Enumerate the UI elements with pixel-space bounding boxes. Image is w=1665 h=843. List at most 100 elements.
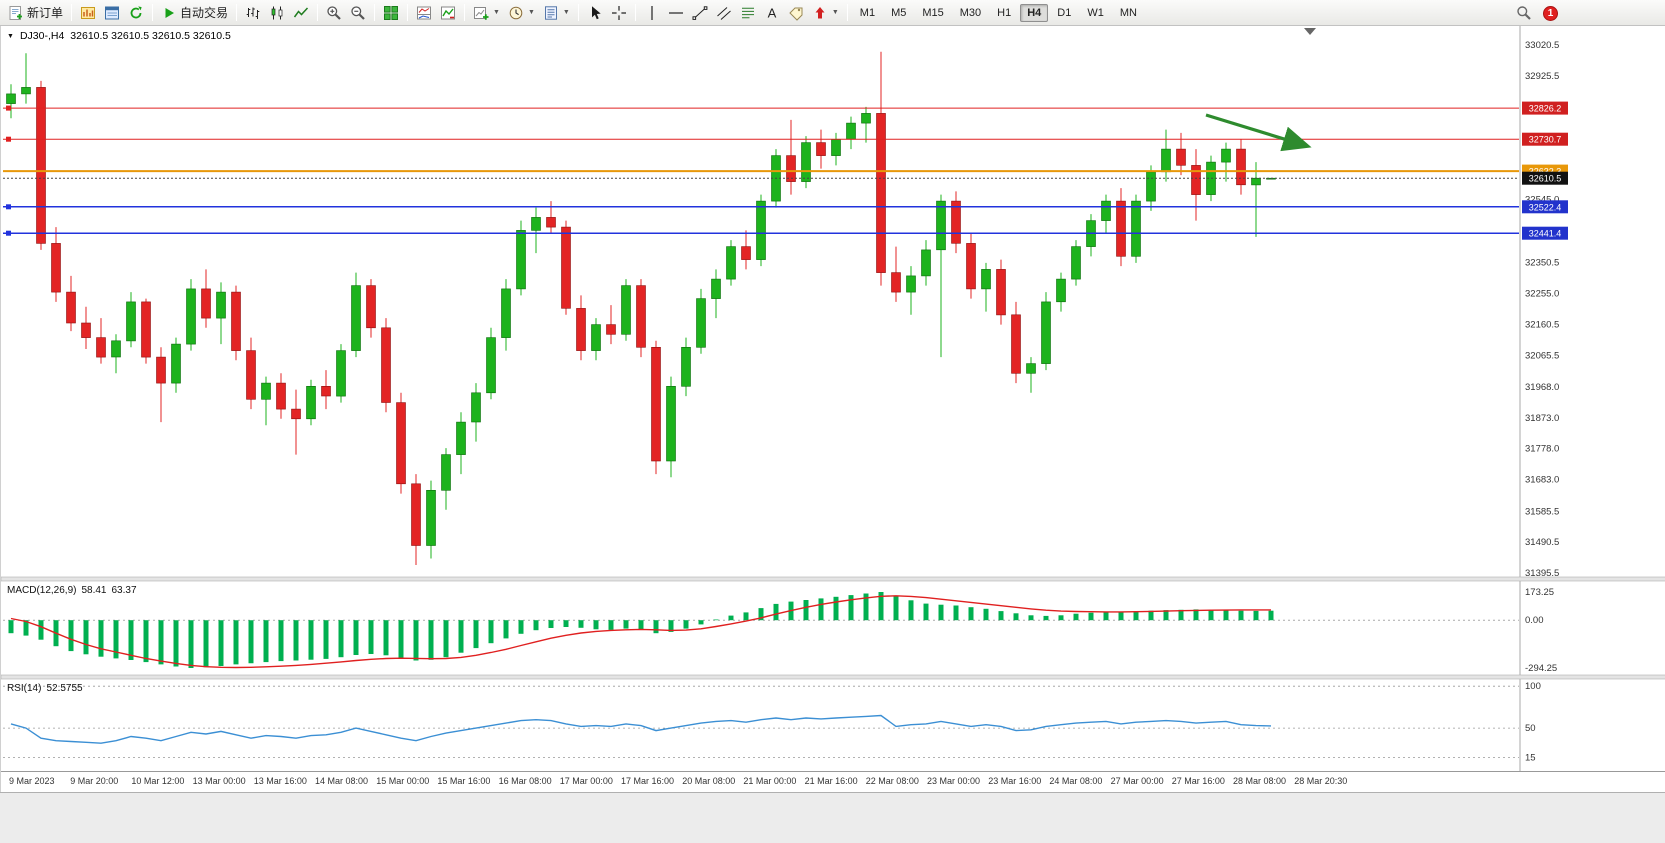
- label-button[interactable]: [784, 2, 808, 24]
- toolbar-separator: [236, 4, 238, 21]
- text-button[interactable]: A: [760, 2, 784, 24]
- svg-text:31873.0: 31873.0: [1525, 413, 1559, 424]
- candle: [621, 279, 631, 341]
- rsi-panel: 100 50 15: [3, 681, 1541, 763]
- candle: [906, 266, 916, 315]
- new-chart-button[interactable]: ▼: [469, 2, 504, 24]
- notification-badge[interactable]: 1: [1543, 5, 1558, 21]
- timeframe-H4[interactable]: H4: [1020, 3, 1049, 22]
- timeframe-D1[interactable]: D1: [1057, 6, 1072, 19]
- template-button[interactable]: ▼: [539, 2, 574, 24]
- price-badge: 32730.7: [1522, 132, 1568, 146]
- timeframe-M15[interactable]: M15: [922, 6, 944, 19]
- zoom-in-button[interactable]: [322, 2, 346, 24]
- zoom-out-button[interactable]: [346, 2, 370, 24]
- candle: [426, 480, 436, 559]
- candle: [471, 383, 481, 442]
- toolbar-separator: [71, 4, 73, 21]
- line-handle[interactable]: [6, 105, 11, 111]
- candlestick-chart-button[interactable]: [265, 2, 289, 24]
- line-chart-button[interactable]: [289, 2, 313, 24]
- collapse-triangle-icon[interactable]: ▼: [7, 33, 14, 40]
- timeframe-H1[interactable]: H1: [997, 6, 1012, 19]
- svg-text:24 Mar 08:00: 24 Mar 08:00: [1049, 776, 1102, 786]
- timeframe-M30[interactable]: M30: [959, 6, 982, 19]
- svg-text:31585.5: 31585.5: [1525, 506, 1559, 517]
- market-watch-button[interactable]: [100, 2, 124, 24]
- macd-panel: 173.25 0.00 -294.25: [3, 587, 1557, 674]
- auto-trading-button[interactable]: 自动交易: [157, 1, 232, 24]
- candle: [141, 298, 151, 364]
- candle: [291, 389, 301, 455]
- line-handle[interactable]: [6, 136, 11, 142]
- candle: [456, 412, 466, 475]
- candle: [921, 240, 931, 286]
- fibonacci-button[interactable]: [736, 2, 760, 24]
- candle: [786, 119, 796, 195]
- charts-button[interactable]: [76, 2, 100, 24]
- macd-signal-line: [10, 595, 1271, 669]
- indicators-button[interactable]: [412, 2, 436, 24]
- svg-text:10 Mar 12:00: 10 Mar 12:00: [131, 776, 184, 786]
- price-chart[interactable]: 33020.5 32925.5 32545.0 32350.5 32255.0 32160…: [1, 26, 1665, 792]
- timeframe-MN[interactable]: MN: [1119, 6, 1137, 19]
- trend-arrow-annotation[interactable]: [1205, 113, 1312, 152]
- candle: [681, 337, 691, 397]
- trendline-button[interactable]: [688, 2, 712, 24]
- candle: [51, 227, 61, 302]
- svg-text:27 Mar 00:00: 27 Mar 00:00: [1111, 776, 1164, 786]
- candle: [936, 194, 946, 358]
- period-button[interactable]: ▼: [504, 2, 539, 24]
- new-order-button[interactable]: 新订单: [4, 1, 67, 24]
- arrows-button[interactable]: ▼: [808, 2, 843, 24]
- panel-separator[interactable]: [1, 674, 1665, 680]
- candle: [531, 207, 541, 254]
- horizontal-line-button[interactable]: [664, 2, 688, 24]
- candle: [846, 116, 856, 150]
- candle: [876, 51, 886, 286]
- candle: [381, 318, 391, 413]
- crosshair-button[interactable]: [607, 2, 631, 24]
- toolbar-right: 1: [1512, 0, 1558, 26]
- svg-text:14 Mar 08:00: 14 Mar 08:00: [315, 776, 368, 786]
- candle: [6, 84, 16, 119]
- price-badge: 32441.4: [1522, 226, 1568, 240]
- candle: [411, 474, 421, 565]
- candle: [981, 262, 991, 312]
- toolbar-groups: 新订单 自动交易 ▼ ▼ ▼ A ▼: [4, 1, 843, 24]
- svg-text:32350.5: 32350.5: [1525, 258, 1559, 269]
- svg-text:32545.0: 32545.0: [1525, 195, 1559, 206]
- svg-text:9 Mar 20:00: 9 Mar 20:00: [70, 776, 118, 786]
- svg-text:27 Mar 16:00: 27 Mar 16:00: [1172, 776, 1225, 786]
- bar-chart-button[interactable]: [241, 2, 265, 24]
- panel-separator[interactable]: [1, 576, 1665, 582]
- candle: [651, 340, 661, 475]
- candle: [276, 373, 286, 419]
- line-handle[interactable]: [6, 230, 11, 236]
- timeframe-M1[interactable]: M1: [859, 6, 876, 19]
- svg-text:13 Mar 16:00: 13 Mar 16:00: [254, 776, 307, 786]
- refresh-button[interactable]: [124, 2, 148, 24]
- svg-text:32441.4: 32441.4: [1529, 229, 1562, 239]
- candle: [171, 337, 181, 393]
- svg-text:33020.5: 33020.5: [1525, 40, 1559, 51]
- channel-button[interactable]: [712, 2, 736, 24]
- price-badge: 32826.2: [1522, 101, 1568, 115]
- svg-text:32826.2: 32826.2: [1529, 104, 1562, 114]
- candle: [696, 288, 706, 354]
- line-handle[interactable]: [6, 204, 11, 210]
- candle: [1086, 214, 1096, 257]
- svg-text:A: A: [768, 5, 777, 20]
- timeframe-M5[interactable]: M5: [891, 6, 907, 19]
- search-icon[interactable]: [1512, 2, 1536, 24]
- candle: [1041, 292, 1051, 371]
- indicator-window-button[interactable]: [436, 2, 460, 24]
- candle: [81, 306, 91, 349]
- vertical-line-button[interactable]: [640, 2, 664, 24]
- tile-windows-button[interactable]: [379, 2, 403, 24]
- svg-text:16 Mar 08:00: 16 Mar 08:00: [499, 776, 552, 786]
- chart-shift-marker[interactable]: [1304, 28, 1316, 35]
- timeframe-W1[interactable]: W1: [1087, 6, 1104, 19]
- cursor-button[interactable]: [583, 2, 607, 24]
- chevron-down-icon: ▼: [527, 9, 535, 16]
